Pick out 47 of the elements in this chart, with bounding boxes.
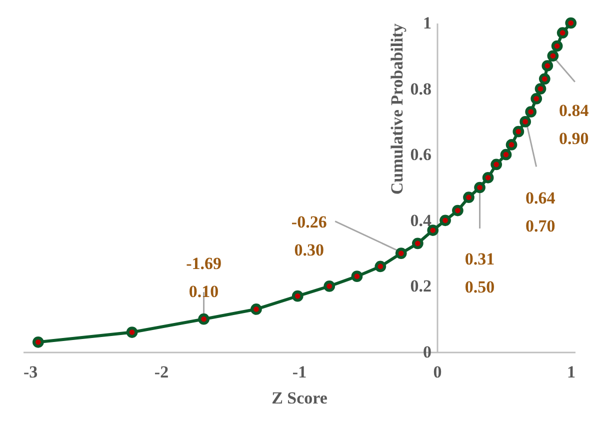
point: [440, 214, 451, 226]
point: [490, 158, 502, 170]
point: [520, 116, 532, 128]
point: [538, 73, 550, 85]
point: [556, 27, 568, 39]
point: [412, 238, 424, 250]
point: [512, 126, 524, 138]
y-tick-label: 0.2: [410, 276, 432, 296]
y-tick-label: 0.8: [410, 79, 432, 98]
point: [292, 290, 304, 302]
annotation: -0.26 0.30: [291, 212, 327, 260]
point: [474, 182, 486, 194]
point: [530, 92, 542, 104]
point: [452, 204, 464, 216]
point: [324, 280, 336, 292]
point: [547, 50, 559, 62]
x-tick-label: -3: [24, 362, 38, 382]
point: [351, 270, 363, 282]
point: [463, 192, 474, 204]
point: [427, 224, 439, 236]
x-tick-label: 1: [567, 362, 576, 382]
point: [500, 148, 512, 160]
point: [534, 83, 546, 94]
point: [525, 106, 537, 118]
y-tick-label: 1: [423, 14, 432, 32]
point: [542, 60, 554, 72]
annotation: 0.84 0.90: [559, 100, 590, 148]
x-axis-title: Z Score: [272, 388, 328, 408]
point: [198, 313, 210, 325]
annotation: -1.69 0.10: [186, 254, 222, 302]
y-axis-title: Cumulative Probability: [387, 23, 406, 195]
point: [126, 326, 138, 338]
y-tick-label: 0.4: [410, 210, 432, 230]
x-tick-label: -2: [154, 362, 169, 382]
y-tick-label: 0.6: [410, 145, 432, 164]
point: [565, 17, 577, 29]
point: [395, 248, 407, 259]
x-tick-label: -1: [292, 362, 307, 382]
point: [482, 172, 494, 184]
y-tick-label: 0: [423, 342, 432, 362]
point: [250, 304, 262, 315]
annotation: 0.31 0.50: [464, 250, 495, 296]
point: [506, 139, 518, 150]
point: [374, 260, 386, 272]
annotation: 0.64 0.70: [525, 188, 556, 236]
point: [32, 336, 44, 348]
point: [551, 40, 563, 52]
